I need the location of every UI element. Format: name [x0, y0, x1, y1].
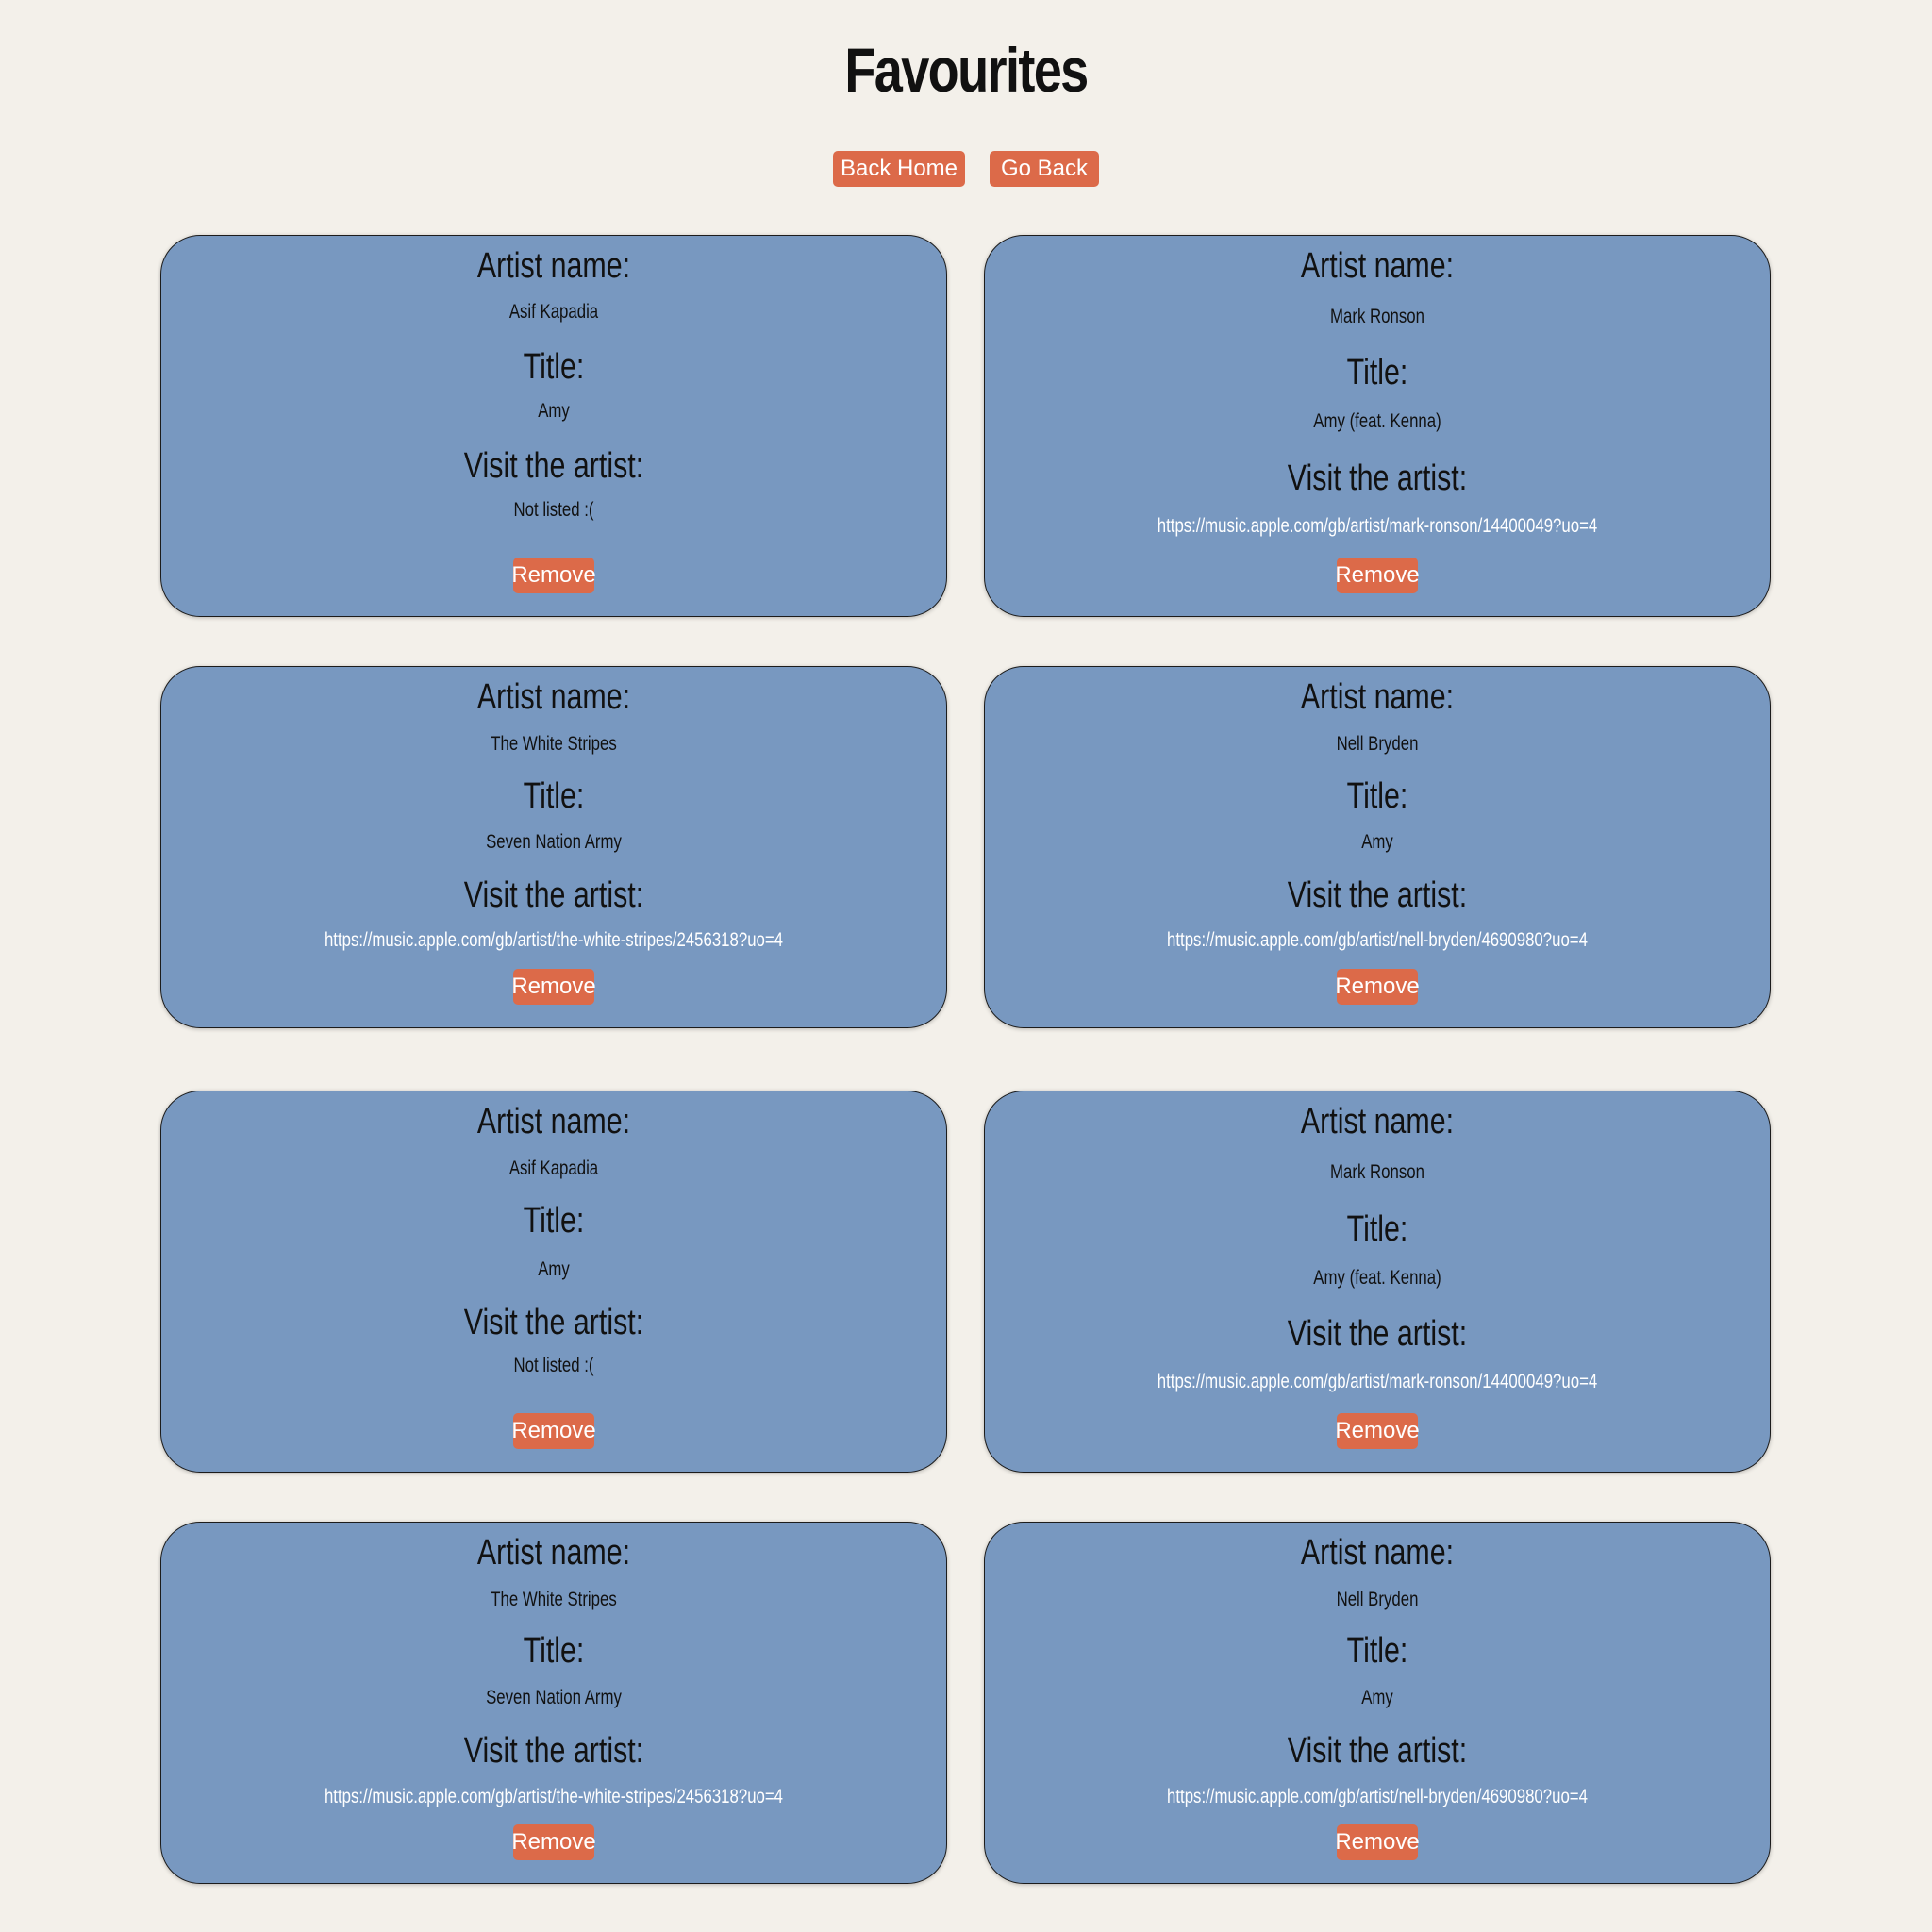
artist-name-label: Artist name: [476, 677, 631, 718]
artist-name-label: Artist name: [1300, 677, 1455, 718]
visit-artist-label: Visit the artist: [463, 1303, 644, 1343]
artist-name-value: Nell Bryden [1336, 1588, 1419, 1610]
favourite-card: Artist name: Mark Ronson Title: Amy (feat. … [984, 235, 1771, 617]
artist-name-value: Asif Kapadia [508, 300, 599, 323]
artist-link[interactable]: https://music.apple.com/gb/artist/nell-b… [1167, 1785, 1588, 1807]
artist-name-label: Artist name: [1300, 1102, 1455, 1142]
artist-name-value: Nell Bryden [1336, 732, 1419, 755]
favourite-card: Artist name: Asif Kapadia Title: Amy Visit t… [160, 1091, 947, 1473]
artist-link[interactable]: https://music.apple.com/gb/artist/nell-b… [1167, 928, 1588, 951]
page-title: Favourites [844, 35, 1089, 105]
visit-artist-label: Visit the artist: [463, 875, 644, 916]
title-label: Title: [1346, 776, 1408, 817]
back-home-button[interactable]: Back Home [832, 151, 966, 187]
title-value: Amy (feat. Kenna) [1313, 409, 1441, 432]
artist-link[interactable]: https://music.apple.com/gb/artist/the-wh… [324, 1785, 784, 1807]
artist-name-value: The White Stripes [491, 1588, 617, 1610]
visit-artist-label: Visit the artist: [463, 1731, 644, 1772]
remove-button[interactable]: Remove [511, 1824, 596, 1860]
visit-artist-label: Visit the artist: [1287, 1731, 1468, 1772]
favourite-card: Artist name: The White Stripes Title: Seven… [160, 1522, 947, 1884]
favourite-card: Artist name: The White Stripes Title: Seven… [160, 666, 947, 1028]
title-label: Title: [523, 347, 585, 388]
artist-link[interactable]: https://music.apple.com/gb/artist/mark-r… [1157, 1370, 1598, 1392]
artist-name-value: Mark Ronson [1330, 305, 1424, 327]
title-label: Title: [1346, 1209, 1408, 1250]
remove-button[interactable]: Remove [1335, 558, 1420, 593]
artist-name-value: The White Stripes [491, 732, 617, 755]
artist-name-value: Mark Ronson [1330, 1160, 1424, 1183]
artist-link-unavailable: Not listed :( [513, 498, 594, 521]
nav-bar: Back Home Go Back [0, 151, 1932, 187]
title-value: Seven Nation Army [486, 1686, 622, 1708]
remove-button[interactable]: Remove [511, 558, 596, 593]
favourite-card: Artist name: Nell Bryden Title: Amy Visit th… [984, 1522, 1771, 1884]
artist-name-label: Artist name: [476, 1102, 631, 1142]
visit-artist-label: Visit the artist: [1287, 1314, 1468, 1355]
favourite-card: Artist name: Asif Kapadia Title: Amy Visit t… [160, 235, 947, 617]
remove-button[interactable]: Remove [511, 969, 596, 1005]
go-back-button[interactable]: Go Back [990, 151, 1100, 187]
title-value: Seven Nation Army [486, 830, 622, 853]
artist-name-label: Artist name: [476, 246, 631, 287]
remove-button[interactable]: Remove [1335, 1824, 1420, 1860]
visit-artist-label: Visit the artist: [463, 446, 644, 487]
title-value: Amy [538, 1257, 570, 1280]
remove-button[interactable]: Remove [1335, 969, 1420, 1005]
remove-button[interactable]: Remove [1335, 1413, 1420, 1449]
title-value: Amy (feat. Kenna) [1313, 1266, 1441, 1289]
title-label: Title: [523, 1631, 585, 1672]
title-label: Title: [523, 1201, 585, 1241]
title-label: Title: [523, 776, 585, 817]
artist-name-value: Asif Kapadia [508, 1157, 599, 1179]
artist-name-label: Artist name: [476, 1533, 631, 1574]
artist-name-label: Artist name: [1300, 246, 1455, 287]
artist-link[interactable]: https://music.apple.com/gb/artist/mark-r… [1157, 514, 1598, 537]
title-value: Amy [538, 399, 570, 422]
title-value: Amy [1361, 1686, 1393, 1708]
artist-link[interactable]: https://music.apple.com/gb/artist/the-wh… [324, 928, 784, 951]
visit-artist-label: Visit the artist: [1287, 875, 1468, 916]
favourite-card: Artist name: Nell Bryden Title: Amy Visit th… [984, 666, 1771, 1028]
visit-artist-label: Visit the artist: [1287, 458, 1468, 499]
artist-link-unavailable: Not listed :( [513, 1354, 594, 1376]
title-label: Title: [1346, 1631, 1408, 1672]
title-label: Title: [1346, 353, 1408, 393]
remove-button[interactable]: Remove [511, 1413, 596, 1449]
favourite-card: Artist name: Mark Ronson Title: Amy (feat. … [984, 1091, 1771, 1473]
title-value: Amy [1361, 830, 1393, 853]
artist-name-label: Artist name: [1300, 1533, 1455, 1574]
